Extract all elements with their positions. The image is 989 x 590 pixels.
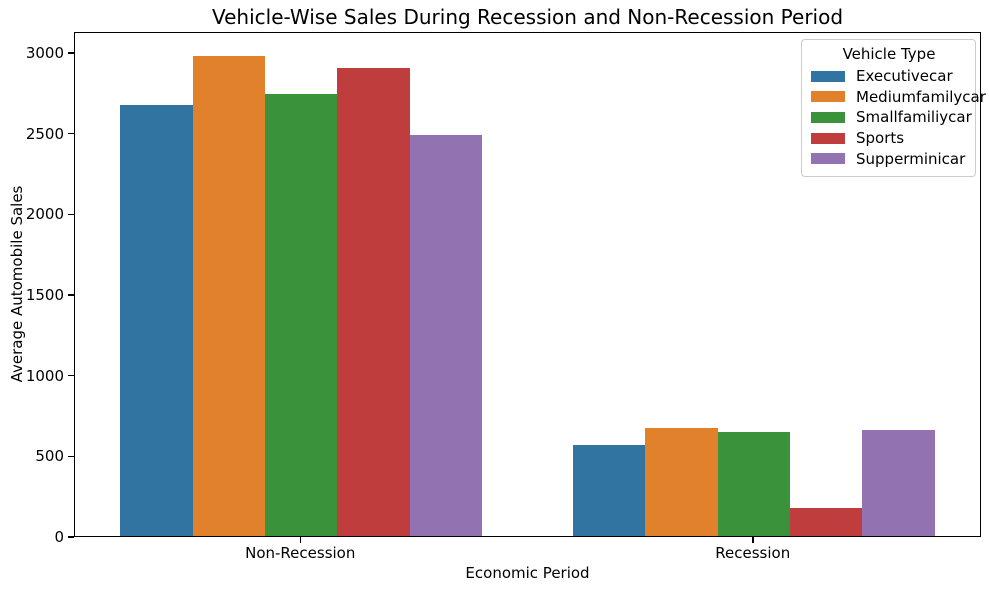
legend-item-supperminicar: Supperminicar — [811, 148, 967, 169]
legend-items: Executivecar Mediumfamilycar Smallfamiliyc… — [811, 66, 986, 169]
chart-title: Vehicle-Wise Sales During Recession and … — [211, 5, 844, 29]
bar-smallfamiliycar-non-recession — [265, 93, 338, 536]
legend-label: Sports — [856, 129, 905, 148]
legend: Vehicle Type Executivecar Mediumfamilycar… — [801, 39, 986, 177]
x-tick-label-non-recession: Non-Recession — [245, 544, 356, 562]
legend-label: Smallfamiliycar — [856, 108, 972, 127]
bar-executivecar-non-recession — [120, 104, 193, 536]
y-tick-label: 500 — [35, 447, 64, 466]
bar-supperminicar-non-recession — [409, 135, 483, 536]
y-tick-mark — [68, 52, 74, 54]
legend-label: Mediumfamilycar — [856, 87, 986, 106]
y-tick-mark — [68, 374, 74, 377]
y-tick-label: 1500 — [25, 285, 64, 304]
x-axis-label: Economic Period — [465, 564, 590, 582]
y-tick-label: 3000 — [25, 43, 64, 62]
legend-swatch-icon — [811, 153, 845, 165]
y-tick-mark — [68, 536, 74, 538]
legend-swatch-icon — [811, 70, 845, 82]
y-tick-mark — [68, 132, 74, 135]
y-tick-mark — [68, 294, 74, 296]
bar-executivecar-recession — [572, 445, 646, 536]
legend-item-mediumfamilycar: Mediumfamilycar — [811, 87, 986, 108]
bar-mediumfamilycar-recession — [645, 427, 718, 536]
x-tick-mark — [752, 537, 754, 543]
y-tick-mark — [68, 455, 74, 458]
y-tick-label: 2000 — [25, 205, 64, 224]
legend-swatch-icon — [811, 91, 845, 103]
bar-supperminicar-recession — [862, 430, 935, 536]
legend-label: Supperminicar — [856, 149, 966, 168]
x-tick-label-recession: Recession — [715, 544, 791, 562]
legend-swatch-icon — [811, 132, 845, 144]
legend-label: Executivecar — [856, 67, 953, 86]
x-tick-mark — [299, 537, 301, 543]
bar-sports-recession — [789, 508, 863, 536]
legend-swatch-icon — [811, 111, 845, 123]
bar-mediumfamilycar-non-recession — [192, 56, 266, 536]
y-tick-mark — [68, 213, 74, 216]
y-tick-label: 1000 — [25, 366, 64, 385]
legend-title: Vehicle Type — [842, 45, 936, 63]
legend-item-sports: Sports — [811, 128, 967, 149]
bar-sports-non-recession — [337, 68, 410, 536]
legend-item-executivecar: Executivecar — [811, 66, 967, 87]
y-tick-label: 2500 — [25, 124, 64, 143]
bar-smallfamiliycar-recession — [717, 431, 790, 536]
y-tick-label: 0 — [54, 528, 64, 546]
legend-item-smallfamiliycar: Smallfamiliycar — [811, 107, 972, 128]
